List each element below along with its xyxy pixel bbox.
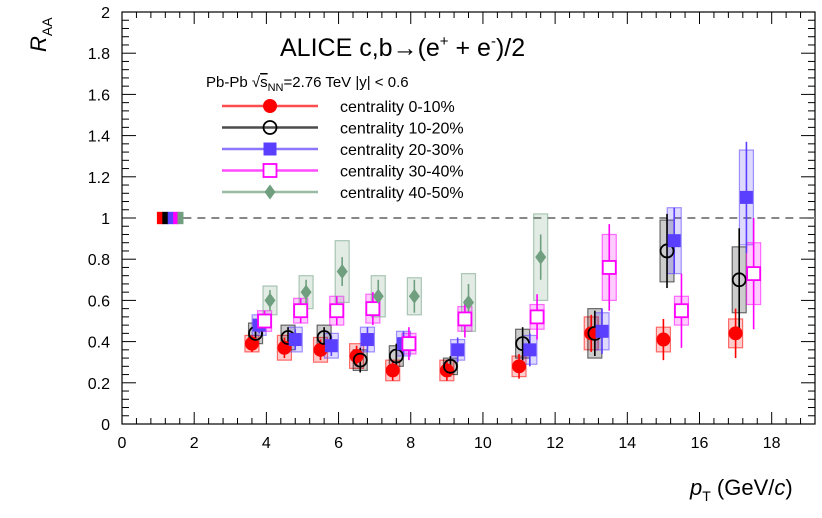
x-tick-label: 4 [262, 435, 271, 452]
data-point-marker [264, 184, 276, 200]
data-point-marker [595, 324, 609, 338]
data-point-marker [264, 292, 276, 308]
data-point-marker [523, 343, 537, 357]
legend-entry: centrality 20-30% [222, 142, 464, 159]
x-tick-label: 18 [763, 435, 781, 452]
chart-title: ALICE c,b→(e+ + e-)/2 [280, 33, 525, 62]
data-point-marker [385, 363, 400, 378]
data-point-marker [336, 264, 348, 280]
y-tick-label: 0.8 [88, 252, 110, 269]
legend-entry: centrality 10-20% [222, 120, 464, 138]
data-point-marker [401, 336, 417, 352]
x-tick-label: 0 [118, 435, 127, 452]
y-tick-label: 1.4 [88, 129, 110, 146]
y-tick-label: 1.8 [88, 46, 110, 63]
data-point-marker [656, 332, 671, 347]
legend-entry: centrality 0-10% [222, 99, 455, 116]
y-tick-label: 1 [101, 211, 110, 228]
data-point-marker [731, 272, 747, 288]
legend-label: centrality 30-40% [340, 164, 464, 181]
x-tick-label: 10 [474, 435, 492, 452]
data-point-marker [659, 243, 675, 259]
chart-subtitle: Pb-Pb √sNN=2.76 TeV |y| < 0.6 [206, 74, 409, 94]
data-point-marker [300, 284, 312, 300]
data-point-marker [443, 358, 458, 374]
y-tick-label: 2 [101, 5, 110, 22]
data-point-marker [674, 303, 689, 319]
y-tick-label: 0.4 [88, 335, 110, 352]
data-point-marker [535, 249, 547, 265]
x-tick-label: 14 [618, 435, 636, 452]
normalization-boxes [156, 211, 184, 225]
y-tick-label: 1.6 [88, 87, 110, 104]
data-point-marker [316, 330, 332, 345]
y-tick-label: 0.2 [88, 376, 110, 393]
x-tick-label: 8 [406, 435, 415, 452]
legend-label: centrality 10-20% [340, 121, 464, 138]
legend-entry: centrality 30-40% [222, 163, 464, 181]
y-tick-label: 1.2 [88, 170, 110, 187]
normalization-box [156, 211, 163, 225]
data-point-marker [365, 301, 381, 317]
data-point-marker [352, 352, 368, 368]
data-point-marker [324, 339, 338, 353]
data-point-marker [463, 294, 474, 310]
y-tick-label: 0.6 [88, 293, 110, 310]
normalization-box [177, 211, 184, 225]
normalization-box [162, 211, 169, 225]
data-point-marker [728, 326, 743, 341]
data-point-marker [512, 359, 527, 374]
legend: centrality 0-10% centrality 10-20% central… [222, 99, 464, 202]
legend-label: centrality 40-50% [340, 185, 464, 202]
y-axis-label: RAA [26, 17, 55, 52]
x-tick-label: 12 [546, 435, 564, 452]
data-point-marker [451, 343, 465, 357]
data-point-marker [262, 120, 278, 135]
data-point-marker [408, 288, 420, 304]
data-point-marker [746, 266, 762, 282]
data-point-marker [263, 142, 277, 156]
x-axis-label: pT (GeV/c) [689, 475, 793, 504]
normalization-box [167, 211, 174, 225]
data-point-marker [263, 99, 277, 113]
normalization-box [173, 211, 180, 225]
data-point-marker [439, 363, 454, 378]
x-tick-label: 6 [334, 435, 343, 452]
x-tick-label: 16 [691, 435, 709, 452]
data-point-marker [349, 349, 364, 364]
data-point-marker [329, 303, 345, 319]
data-markers [244, 190, 762, 378]
data-point-marker [601, 260, 617, 275]
legend-entry: centrality 40-50% [222, 184, 464, 202]
x-tick-label: 2 [190, 435, 199, 452]
data-point-marker [262, 163, 278, 178]
axis-ticks: 0 2 4 6 8 10 12 14 16 18 0 0.2 0.4 0.6 0.8 1 1.2 1.4 1.6 1.… [88, 5, 815, 452]
data-point-marker [288, 333, 302, 347]
legend-label: centrality 0-10% [340, 99, 455, 116]
data-point-marker [529, 309, 545, 325]
data-point-marker [739, 190, 753, 204]
data-point-marker [293, 303, 309, 319]
data-point-marker [360, 333, 374, 347]
data-point-marker [257, 313, 272, 329]
y-tick-label: 0 [101, 417, 110, 434]
data-point-marker [457, 311, 473, 327]
data-point-marker [372, 288, 384, 304]
legend-label: centrality 20-30% [340, 142, 464, 159]
data-point-marker [667, 234, 681, 248]
data-point-marker [388, 348, 404, 364]
